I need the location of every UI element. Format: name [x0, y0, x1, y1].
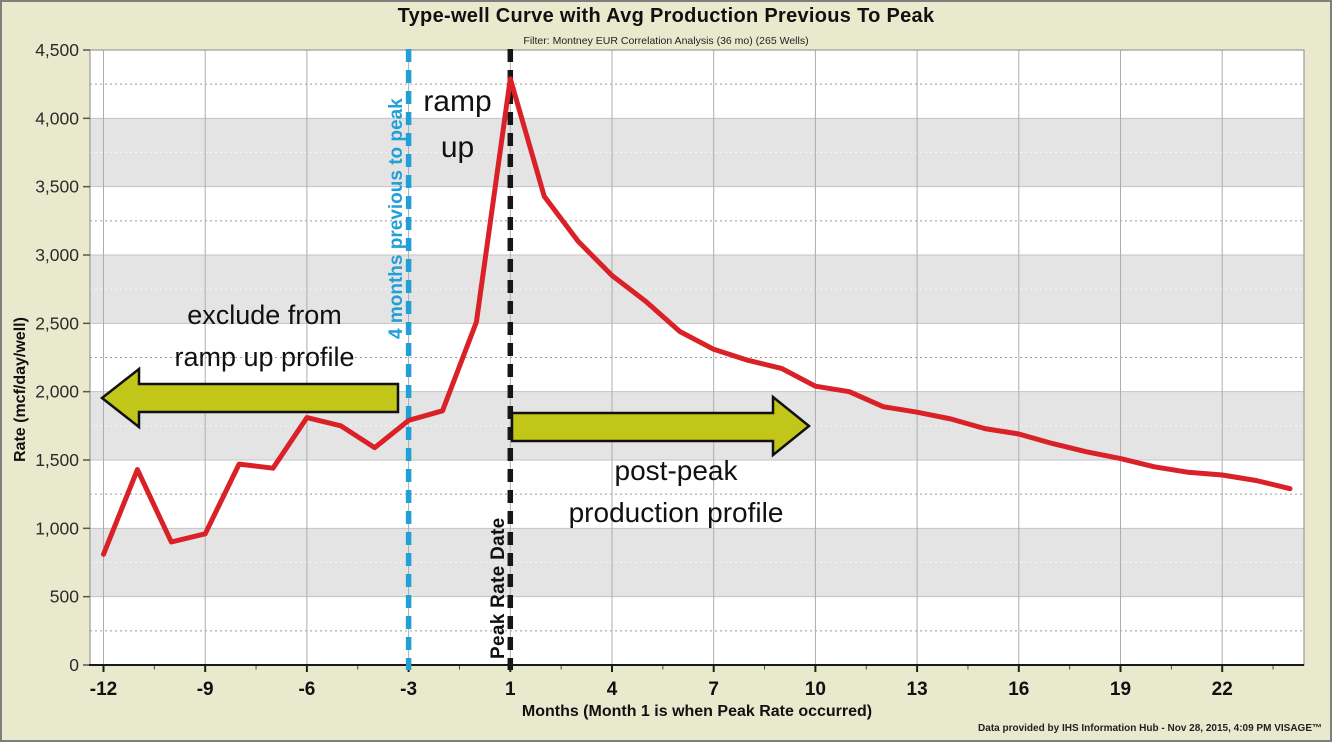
y-tick-label: 3,000: [35, 245, 79, 265]
y-tick-label: 4,500: [35, 40, 79, 60]
exclude-left-arrow: [99, 366, 400, 430]
x-tick-label: 10: [805, 679, 826, 700]
x-tick-label: 22: [1212, 679, 1233, 700]
y-tick-label: 4,000: [35, 108, 79, 128]
y-tick-label: 0: [69, 655, 79, 675]
y-tick-label: 2,000: [35, 382, 79, 402]
chart-title: Type-well Curve with Avg Production Prev…: [397, 5, 935, 27]
y-tick-label: 2,500: [35, 313, 79, 333]
x-tick-label: -3: [400, 679, 417, 700]
peak-rate-date-label: Peak Rate Date: [488, 517, 509, 660]
y-tick-label: 1,000: [35, 518, 79, 538]
ramp-up-annotation: ramp up: [400, 79, 515, 171]
y-tick-label: 3,500: [35, 177, 79, 197]
exclude-line2: ramp up profile: [174, 342, 355, 372]
ramp-up-line1: ramp: [423, 85, 492, 118]
y-tick-label: 1,500: [35, 450, 79, 470]
x-tick-label: 19: [1110, 679, 1131, 700]
y-tick-label: 500: [50, 587, 79, 607]
production-rate-curve: [101, 76, 1293, 557]
x-axis-title: Months (Month 1 is when Peak Rate occurr…: [521, 703, 873, 720]
x-tick-label: -6: [298, 679, 315, 700]
y-axis-title: Rate (mcf/day/well): [12, 317, 29, 462]
x-tick-label: 4: [607, 679, 618, 700]
post-peak-line2: production profile: [568, 497, 784, 528]
post-peak-right-arrow: [510, 394, 811, 458]
x-tick-label: -12: [90, 679, 117, 700]
post-peak-annotation: post-peak production profile: [492, 450, 860, 534]
x-tick-label: 16: [1008, 679, 1029, 700]
x-tick-label: -9: [197, 679, 214, 700]
exclude-annotation: exclude from ramp up profile: [82, 294, 447, 378]
x-tick-label: 7: [708, 679, 719, 700]
exclude-line1: exclude from: [187, 300, 342, 330]
post-peak-line1: post-peak: [614, 455, 738, 486]
annotation-arrows: [99, 366, 811, 458]
data-attribution: Data provided by IHS Information Hub - N…: [978, 723, 1322, 734]
x-tick-label: 1: [505, 679, 516, 700]
ramp-up-line2: up: [440, 131, 475, 164]
chart-plot-area: 0 500 1,000 1,500 2,000 2,500 3,000 3,500 4,000 4…: [35, 40, 1305, 700]
chart-subtitle: Filter: Montney EUR Correlation Analysis…: [523, 35, 809, 47]
x-tick-label: 13: [907, 679, 928, 700]
